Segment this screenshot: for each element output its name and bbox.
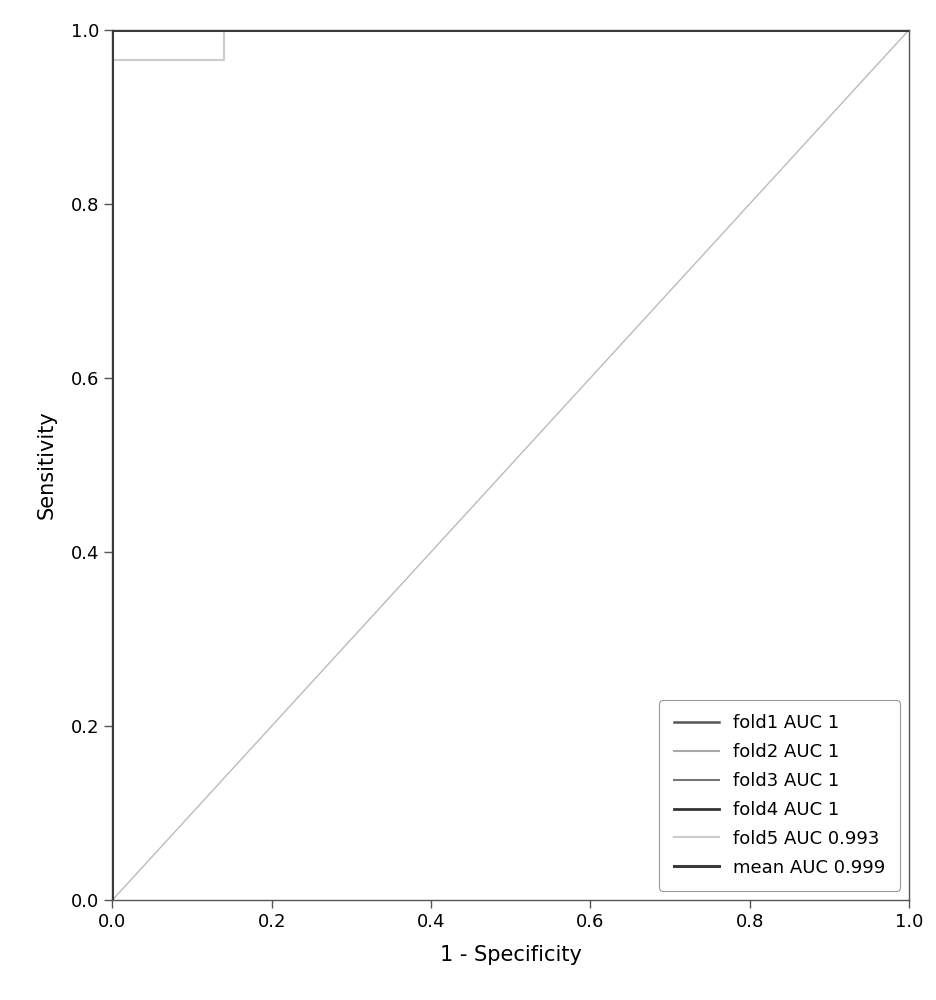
Y-axis label: Sensitivity: Sensitivity — [37, 411, 57, 519]
Legend: fold1 AUC 1, fold2 AUC 1, fold3 AUC 1, fold4 AUC 1, fold5 AUC 0.993, mean AUC 0.: fold1 AUC 1, fold2 AUC 1, fold3 AUC 1, f… — [658, 700, 899, 891]
X-axis label: 1 - Specificity: 1 - Specificity — [439, 945, 581, 965]
